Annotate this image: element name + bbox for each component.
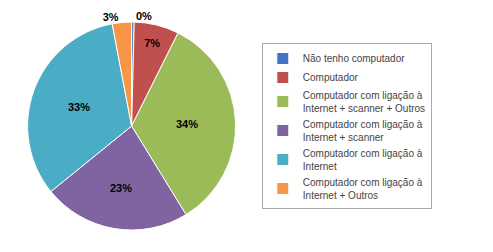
svg-text:33%: 33% bbox=[68, 101, 90, 113]
svg-text:Computador com ligação àIntern: Computador com ligação àInternet bbox=[303, 148, 423, 172]
svg-text:7%: 7% bbox=[144, 37, 160, 49]
svg-text:3%: 3% bbox=[103, 11, 119, 23]
svg-text:34%: 34% bbox=[176, 118, 198, 130]
svg-text:Computador com ligação àIntern: Computador com ligação àInternet + scann… bbox=[303, 90, 425, 114]
svg-text:0%: 0% bbox=[136, 10, 152, 22]
svg-text:23%: 23% bbox=[110, 182, 132, 194]
svg-text:Computador com ligação àIntern: Computador com ligação àInternet + scann… bbox=[303, 119, 423, 143]
svg-text:Não tenho computador: Não tenho computador bbox=[303, 53, 405, 64]
svg-text:Computador com ligação àIntern: Computador com ligação àInternet + Outro… bbox=[303, 177, 423, 201]
svg-text:Computador: Computador bbox=[303, 72, 359, 83]
